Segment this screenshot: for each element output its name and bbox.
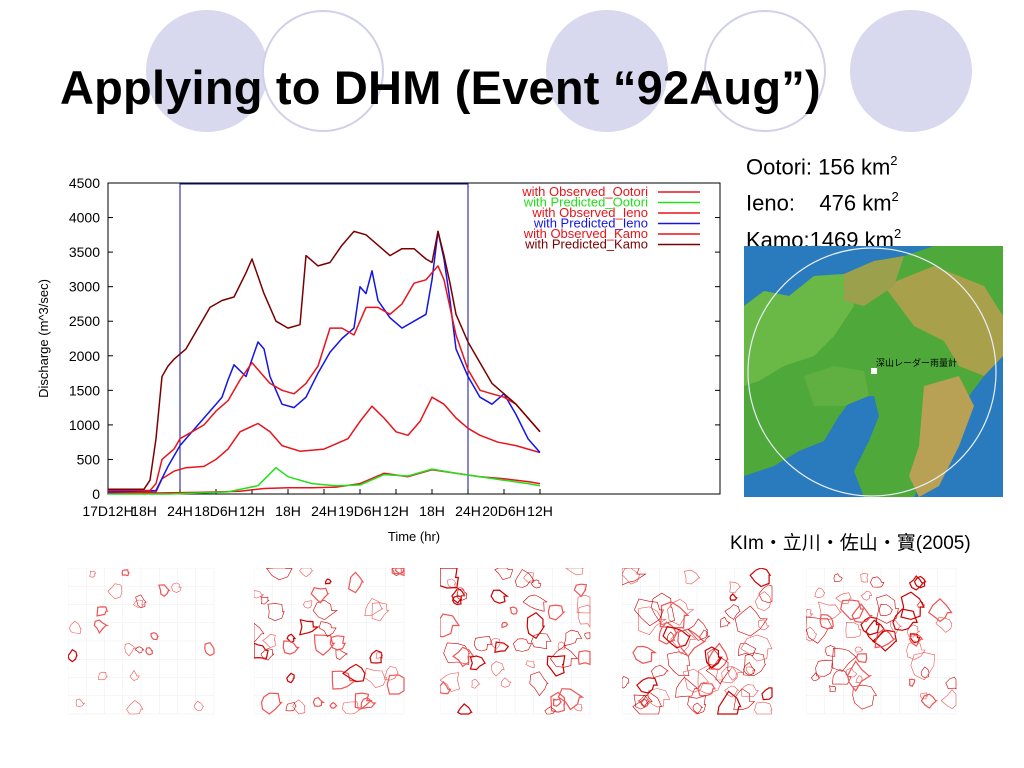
- x-tick-label: 12H: [239, 503, 265, 519]
- radar-station-label: 深山レーダー雨量計: [876, 357, 957, 369]
- decorative-circle: [546, 10, 668, 132]
- x-tick-label: 18H: [131, 503, 157, 519]
- x-tick-label: 19D6H: [338, 503, 382, 519]
- x-tick-label: 24H: [167, 503, 193, 519]
- y-tick-label: 500: [77, 451, 101, 467]
- decorative-ring: [704, 10, 826, 132]
- y-tick-label: 1500: [69, 382, 100, 398]
- decorative-ring: [262, 10, 384, 132]
- slide-title: Applying to DHM (Event “92Aug”): [60, 61, 821, 114]
- series-line-with-predicted-kamo: [108, 230, 541, 490]
- series-line-with-observed-kamo: [108, 265, 541, 492]
- radar-coverage-map: 深山レーダー雨量計: [744, 246, 1003, 497]
- x-tick-label: 24H: [311, 503, 337, 519]
- x-axis-label: Time (hr): [388, 529, 440, 544]
- chart-axes: [107, 182, 721, 495]
- y-tick-label: 4000: [69, 210, 100, 226]
- x-tick-label: 18H: [275, 503, 301, 519]
- rainfall-contour-map-3: [440, 568, 591, 715]
- rainfall-contour-map-1: [68, 568, 215, 715]
- legend-label: with Predicted_Ootori: [523, 195, 648, 210]
- y-tick-label: 3000: [69, 279, 100, 295]
- series-line-with-predicted-ootori: [108, 466, 541, 495]
- chart-series: [107, 230, 541, 495]
- y-tick-label: 2500: [69, 313, 100, 329]
- x-tick-label: 20D6H: [482, 503, 526, 519]
- legend-label: with Predicted_Ieno: [533, 216, 648, 231]
- area-ieno: Ieno: 476 km2: [746, 189, 899, 216]
- y-axis-label: Discharge (m^3/sec): [36, 279, 51, 398]
- y-tick-label: 0: [92, 486, 100, 502]
- x-tick-label: 18D6H: [194, 503, 238, 519]
- x-tick-label: 17D12H: [82, 503, 133, 519]
- catchment-areas: Ootori: 156 km2 Ieno: 476 km2 Kamo:1469 …: [746, 146, 901, 255]
- area-ootori: Ootori: 156 km2: [746, 153, 898, 180]
- legend-label: with Observed_Kamo: [523, 226, 648, 241]
- plot-frame: [107, 182, 721, 495]
- legend-label: with Observed_Ieno: [531, 205, 648, 220]
- decorative-circle: [850, 10, 972, 132]
- y-tick-label: 3500: [69, 244, 100, 260]
- y-tick-label: 1000: [69, 417, 100, 433]
- rainfall-contour-map-2: [254, 568, 405, 715]
- series-line-with-predicted-ieno: [107, 230, 541, 493]
- series-line-with-observed-ieno: [107, 396, 541, 494]
- y-tick-label: 2000: [69, 348, 100, 364]
- decorative-circle: [146, 10, 268, 132]
- x-tick-label: 12H: [527, 503, 553, 519]
- x-tick-label: 24H: [455, 503, 481, 519]
- rainfall-contour-map-5: [806, 568, 957, 715]
- y-tick-label: 4500: [69, 175, 100, 191]
- legend-label: with Observed_Ootori: [521, 184, 648, 199]
- x-tick-label: 12H: [383, 503, 409, 519]
- x-tick-label: 18H: [419, 503, 445, 519]
- discharge-chart: 0 500 1000 1500 2000 2500 3000 3500 4000 4500 17D1…: [36, 175, 721, 544]
- rainfall-contour-map-4: [622, 568, 773, 715]
- chart-ticks: 0 500 1000 1500 2000 2500 3000 3500 4000 4500 17D1…: [69, 175, 720, 519]
- citation: KIm・立川・佐山・寶(2005): [730, 533, 971, 554]
- legend-label: with Predicted_Kamo: [524, 237, 648, 252]
